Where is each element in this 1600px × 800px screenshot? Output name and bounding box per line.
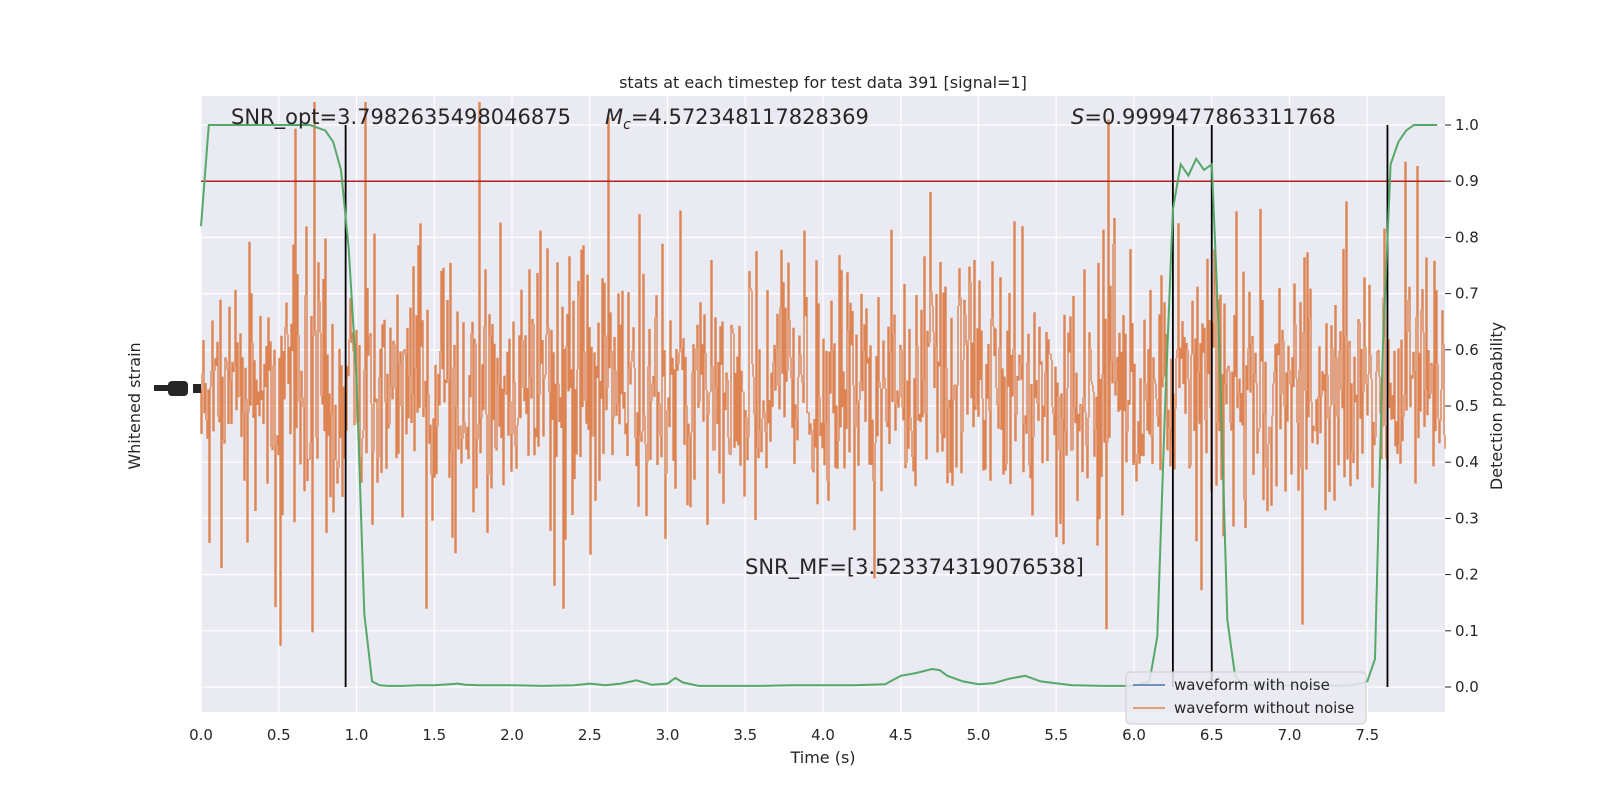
s-statistic-value: =0.9999477863311768 <box>1084 105 1335 129</box>
y-tick-label-right: 0.6 <box>1455 341 1479 359</box>
x-axis-label: Time (s) <box>789 748 855 767</box>
x-tick-label: 1.5 <box>422 726 446 744</box>
left-tick-blob <box>154 385 170 391</box>
x-tick-label: 5.5 <box>1044 726 1068 744</box>
s-statistic-annotation: S=0.9999477863311768 <box>1071 105 1336 129</box>
y-tick-label-right: 0.1 <box>1455 622 1479 640</box>
snr-opt-annotation: SNR_opt=3.7982635498046875 <box>231 105 571 130</box>
x-tick-label: 2.5 <box>578 726 602 744</box>
x-tick-label: 1.0 <box>345 726 369 744</box>
s-statistic-symbol: S <box>1071 105 1084 129</box>
strain-series-layer <box>200 102 1446 646</box>
x-tick-label: 3.0 <box>656 726 680 744</box>
legend-label-no-noise: waveform without noise <box>1174 699 1354 717</box>
x-tick-label: 5.0 <box>967 726 991 744</box>
legend-box <box>1125 671 1367 725</box>
x-tick-label: 4.0 <box>811 726 835 744</box>
y-tick-label-right: 0.9 <box>1455 172 1479 190</box>
y-tick-label-right: 0.7 <box>1455 285 1479 303</box>
y-axis-left-label: Whitened strain <box>125 342 144 469</box>
chirp-mass-annotation: Mc=4.572348117828369 <box>605 105 869 133</box>
x-tick-label: 4.5 <box>889 726 913 744</box>
chirp-mass-value: =4.572348117828369 <box>631 105 869 129</box>
x-tick-label: 6.5 <box>1200 726 1224 744</box>
y-axis-right-label: Detection probability <box>1487 322 1506 490</box>
chirp-mass-symbol: M <box>605 105 623 129</box>
x-tick-label: 6.0 <box>1122 726 1146 744</box>
x-tick-label: 0.0 <box>189 726 213 744</box>
y-tick-label-right: 0.2 <box>1455 566 1479 584</box>
x-tick-label: 7.0 <box>1278 726 1302 744</box>
x-tick-label: 2.0 <box>500 726 524 744</box>
ticks-layer: 0.0 0.5 1.0 1.5 2.0 2.5 3.0 3.5 4.0 4.5 5.0 5.5 6.0 6… <box>154 116 1479 744</box>
y-tick-label-right: 0.5 <box>1455 397 1479 415</box>
strain-trace-no-noise <box>200 102 1446 646</box>
snr-mf-annotation: SNR_MF=[3.523374319076538] <box>745 555 1084 580</box>
legend-label-noise: waveform with noise <box>1174 676 1330 694</box>
chirp-mass-subscript: c <box>623 117 631 133</box>
y-tick-label-right: 1.0 <box>1455 116 1479 134</box>
left-tick-blob <box>193 384 201 393</box>
legend: waveform with noise waveform without noi… <box>1125 671 1367 725</box>
left-tick-blob <box>168 381 188 396</box>
x-tick-label: 0.5 <box>267 726 291 744</box>
y-tick-label-right: 0.8 <box>1455 228 1479 246</box>
y-tick-label-right: 0.3 <box>1455 509 1479 527</box>
y-tick-label-right: 0.4 <box>1455 453 1479 471</box>
left-axis-overlapping-ticks <box>154 381 201 396</box>
chart-title: stats at each timestep for test data 391… <box>619 73 1027 92</box>
y-tick-label-right: 0.0 <box>1455 678 1479 696</box>
x-tick-label: 3.5 <box>733 726 757 744</box>
x-tick-label: 7.5 <box>1355 726 1379 744</box>
